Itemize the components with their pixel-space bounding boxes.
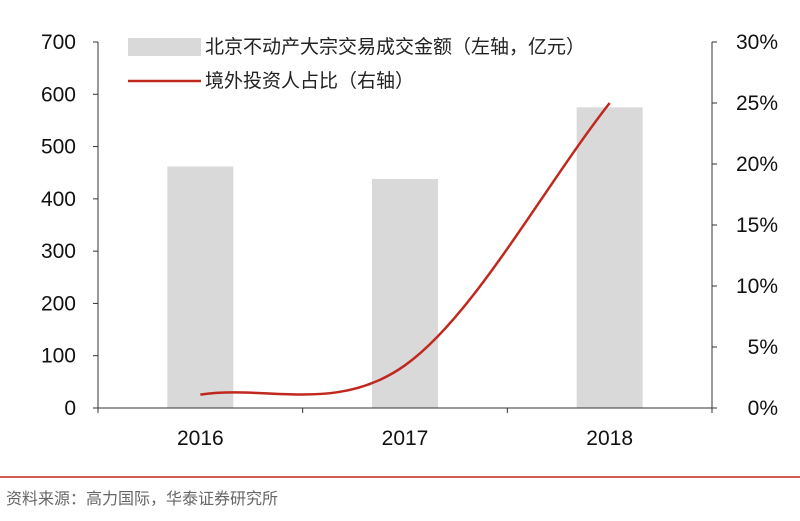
y-right-tick-label: 25% — [736, 92, 778, 115]
y-right-tick-label: 20% — [736, 153, 778, 176]
y-right-tick-label: 30% — [736, 31, 778, 54]
legend-bar-swatch — [128, 38, 201, 56]
y-left-tick-label: 0 — [64, 397, 76, 420]
y-left-tick-label: 300 — [41, 240, 76, 263]
bar-2017 — [372, 178, 438, 408]
series-line — [200, 102, 611, 396]
x-tick-label-2017: 2017 — [382, 427, 429, 450]
y-left-tick-label: 100 — [41, 345, 76, 368]
x-tick-label-2016: 2016 — [177, 427, 224, 450]
y-right-tick-label: 15% — [736, 214, 778, 237]
y-left-tick-label: 700 — [41, 31, 76, 54]
legend-line-label: 境外投资人占比（右轴） — [205, 70, 414, 92]
axes: 0 100 200 300 400 500 600 700 0% 5% 10% 15% 20% 25% 30… — [41, 31, 778, 450]
y-left-tick-label: 400 — [41, 188, 76, 211]
y-right-tick-label: 0% — [748, 397, 778, 420]
y-left-tick-label: 200 — [41, 292, 76, 315]
y-left-tick-label: 500 — [41, 136, 76, 159]
source-note: 资料来源：高力国际，华泰证券研究所 — [6, 489, 278, 508]
legend: 北京不动产大宗交易成交金额（左轴，亿元） 境外投资人占比（右轴） — [128, 36, 585, 92]
y-left-tick-label: 600 — [41, 83, 76, 106]
legend-bar-label: 北京不动产大宗交易成交金额（左轴，亿元） — [205, 36, 585, 58]
bar-2018 — [576, 107, 643, 408]
plot-area — [167, 102, 643, 408]
bar-2016 — [167, 166, 234, 408]
x-tick-label-2018: 2018 — [586, 427, 633, 450]
y-right-tick-label: 5% — [748, 336, 778, 359]
y-right-tick-label: 10% — [736, 275, 778, 298]
